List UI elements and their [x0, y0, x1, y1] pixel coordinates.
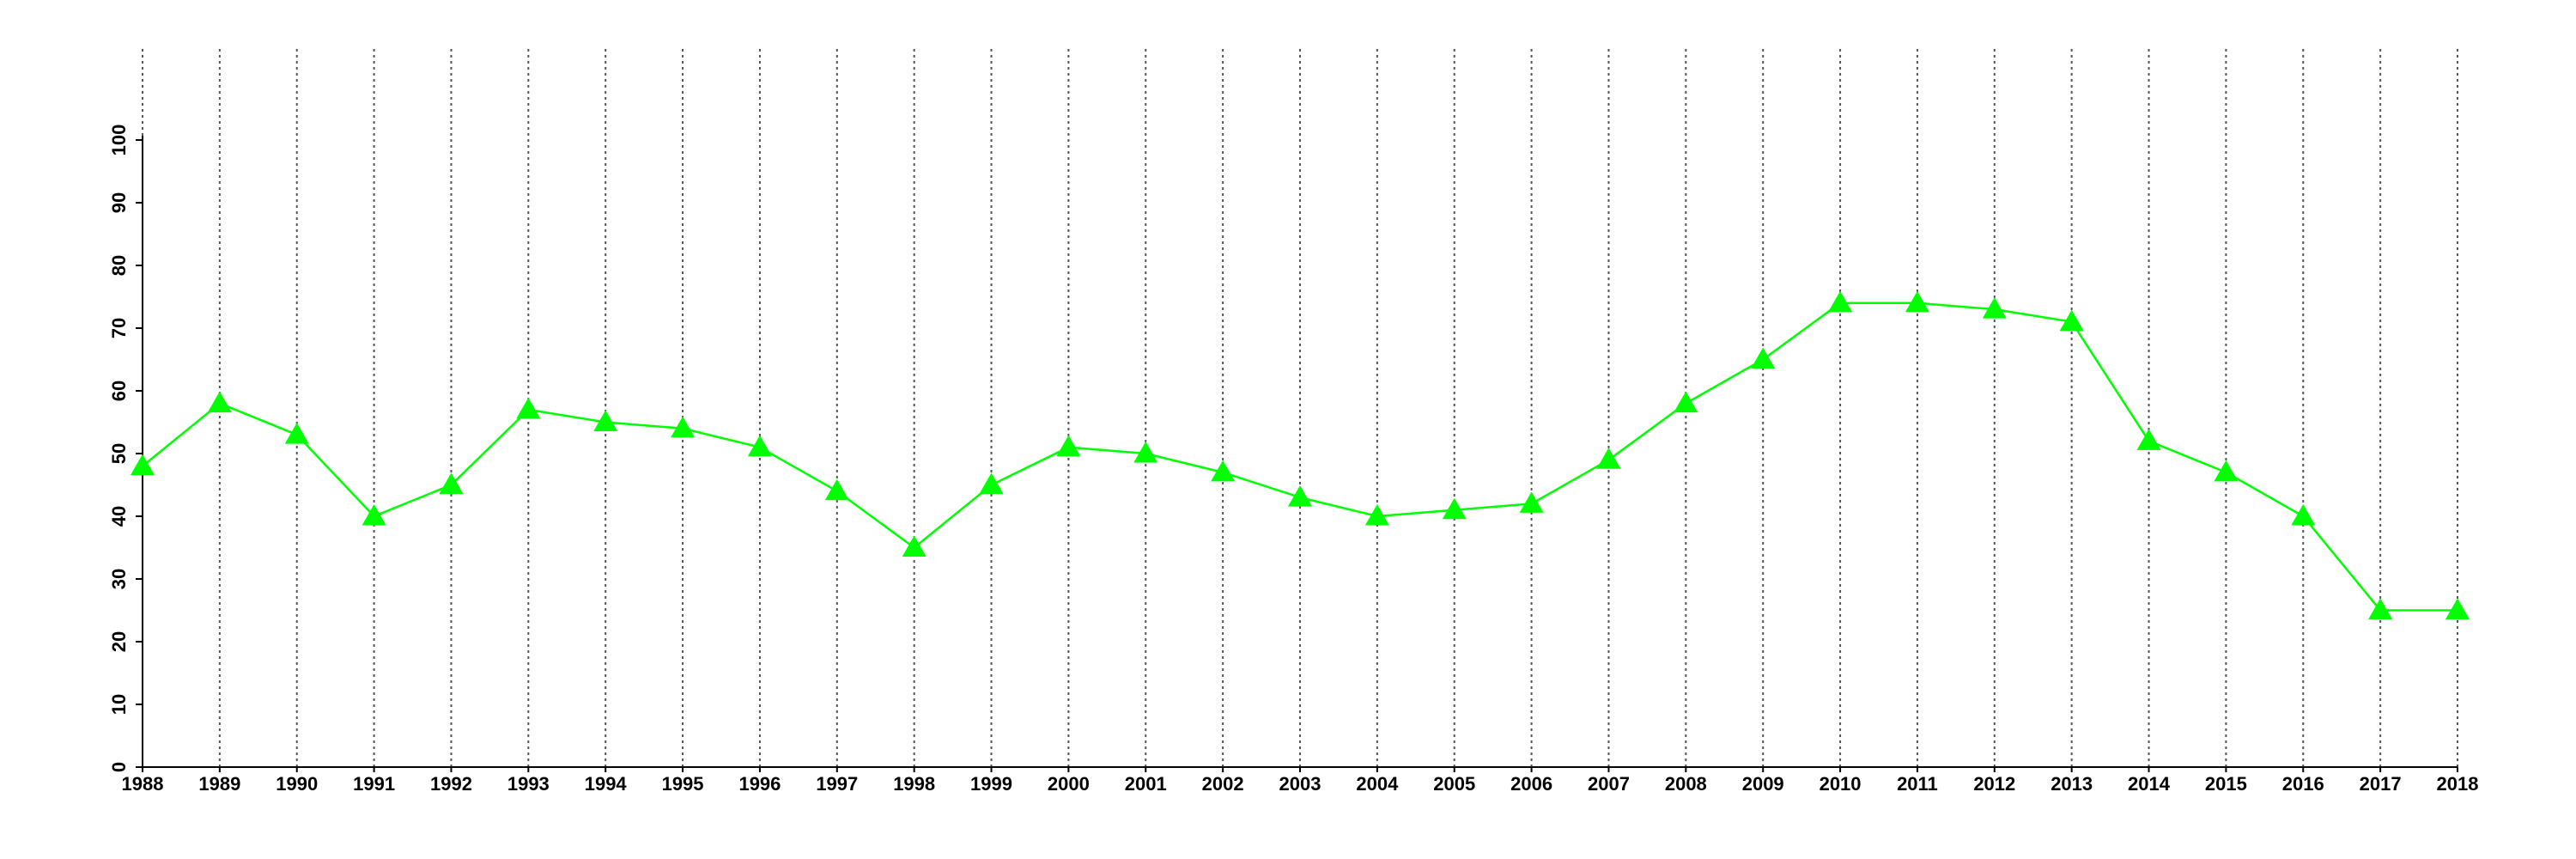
data-point: [1751, 347, 1776, 369]
x-tick-label: 1996: [738, 773, 781, 795]
x-tick-label: 1993: [507, 773, 550, 795]
x-tick-label: 2013: [2050, 773, 2093, 795]
x-tick-label: 2003: [1279, 773, 1321, 795]
x-tick-label: 1990: [276, 773, 318, 795]
x-tick-label: 1997: [816, 773, 858, 795]
data-point: [1442, 497, 1467, 520]
x-tick-label: 2017: [2360, 773, 2402, 795]
x-tick-label: 2016: [2282, 773, 2324, 795]
data-point: [1133, 442, 1158, 463]
data-point: [207, 391, 232, 413]
data-point: [2445, 598, 2470, 619]
data-point: [979, 472, 1004, 494]
data-point: [1056, 435, 1081, 457]
data-point: [2059, 309, 2084, 332]
y-tick-label: 20: [108, 631, 130, 652]
x-tick-label: 2018: [2437, 773, 2479, 795]
data-point: [439, 472, 464, 494]
y-tick-label: 70: [108, 318, 130, 338]
y-tick-label: 30: [108, 569, 130, 589]
data-point: [516, 397, 541, 419]
x-tick-label: 2001: [1125, 773, 1167, 795]
data-point: [671, 416, 696, 438]
data-point: [2291, 504, 2316, 526]
x-tick-label: 1988: [122, 773, 164, 795]
y-tick-label: 80: [108, 255, 130, 276]
data-point: [824, 478, 849, 501]
x-tick-label: 2009: [1742, 773, 1784, 795]
x-tick-label: 1992: [430, 773, 472, 795]
x-tick-label: 2014: [2128, 773, 2171, 795]
data-point: [1211, 460, 1236, 482]
x-tick-label: 2011: [1897, 773, 1938, 795]
x-tick-label: 2008: [1665, 773, 1707, 795]
x-tick-label: 1991: [353, 773, 395, 795]
y-tick-label: 60: [108, 381, 130, 401]
y-tick-label: 100: [108, 125, 130, 156]
x-tick-label: 1995: [662, 773, 704, 795]
data-point: [1596, 448, 1621, 469]
data-point: [1905, 290, 1929, 313]
x-tick-label: 2010: [1820, 773, 1862, 795]
data-point: [361, 504, 386, 526]
y-tick-label: 10: [108, 694, 130, 715]
x-tick-label: 1998: [893, 773, 935, 795]
data-point: [2214, 460, 2239, 482]
x-tick-label: 2000: [1048, 773, 1090, 795]
data-point: [1364, 504, 1389, 526]
series-line: [142, 302, 2458, 612]
y-tick-label: 50: [108, 443, 130, 464]
data-point: [1519, 491, 1544, 513]
x-tick-label: 2006: [1510, 773, 1552, 795]
data-point: [2136, 429, 2161, 450]
x-tick-label: 2004: [1356, 773, 1399, 795]
data-point: [902, 535, 927, 557]
x-tick-label: 2012: [1973, 773, 2015, 795]
y-tick-label: 40: [108, 506, 130, 527]
x-tick-label: 2005: [1433, 773, 1475, 795]
data-point: [1828, 290, 1853, 313]
x-tick-label: 1999: [970, 773, 1012, 795]
data-point: [2368, 598, 2393, 619]
data-point: [593, 410, 618, 431]
x-tick-label: 1989: [198, 773, 240, 795]
y-tick-label: 0: [108, 762, 130, 772]
y-tick-label: 90: [108, 192, 130, 213]
data-point: [284, 423, 309, 444]
data-point: [747, 435, 772, 457]
x-tick-label: 1994: [585, 773, 628, 795]
data-point: [1674, 391, 1698, 413]
data-point: [1982, 297, 2007, 319]
x-tick-label: 2007: [1588, 773, 1630, 795]
x-tick-label: 2002: [1202, 773, 1244, 795]
data-point: [131, 454, 155, 476]
x-tick-label: 2015: [2205, 773, 2247, 795]
data-point: [1288, 485, 1312, 507]
